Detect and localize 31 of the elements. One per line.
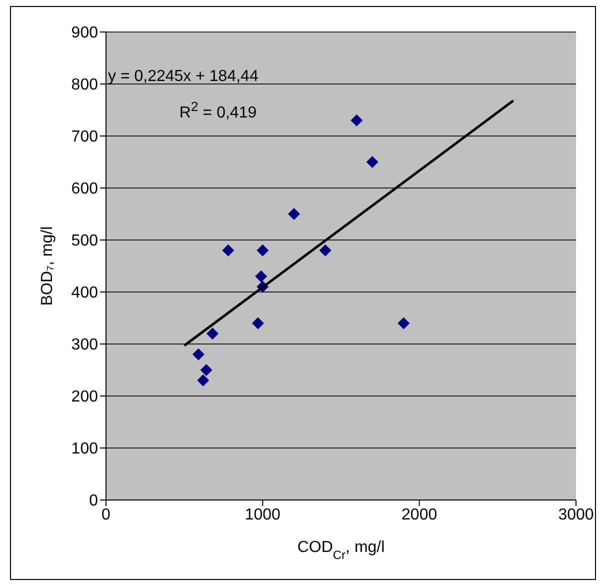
point [197, 374, 210, 386]
y-tick-label: 400 [71, 284, 98, 302]
point [256, 244, 269, 256]
point [252, 317, 264, 330]
y-tick-label: 200 [71, 388, 98, 406]
y-tick-label: 700 [71, 128, 98, 146]
point [398, 317, 410, 330]
x-axis-title: COD$_{Cr}$, mg/l [297, 539, 385, 562]
x-tick-label: 3000 [558, 506, 594, 524]
point [288, 208, 300, 220]
point [200, 364, 212, 376]
y-tick-label: 600 [71, 180, 98, 198]
y-tick-label: 900 [71, 24, 98, 42]
y-tick-label: 0 [89, 492, 98, 510]
x-tick-label: 2000 [402, 506, 438, 524]
y-tick-label: 500 [71, 232, 98, 250]
x-tick-label: 1000 [244, 506, 281, 524]
point [319, 244, 332, 256]
x-tick-label: 0 [102, 506, 111, 524]
point [366, 156, 378, 168]
point [206, 328, 219, 340]
point [222, 244, 234, 256]
y-tick-label: 100 [71, 440, 98, 458]
y-tick-label: 300 [71, 336, 98, 354]
annotation: y = 0,2245x + 184,44 [108, 67, 260, 87]
point [350, 114, 363, 126]
y-axis-title: BOD₇, mg/l [39, 226, 56, 306]
y-tick-label: 800 [71, 76, 98, 94]
point [192, 348, 204, 360]
point [255, 270, 268, 282]
annotation: R$^{2}$ = 0,419 [178, 98, 258, 124]
